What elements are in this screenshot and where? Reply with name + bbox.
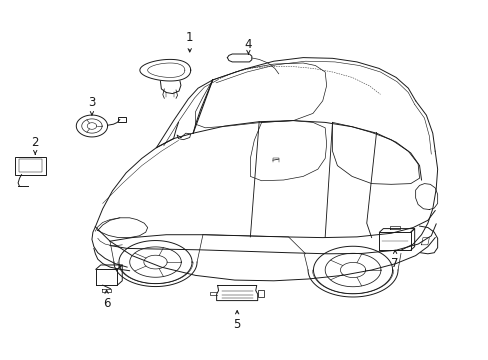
Bar [19,159,42,172]
Text: 4: 4 [244,39,252,51]
Text: 7: 7 [390,257,398,270]
Text: 2: 2 [31,136,39,149]
Bar [15,157,46,175]
Text: 5: 5 [233,318,241,331]
Text: 3: 3 [88,96,96,109]
Bar [257,290,263,297]
Text: 6: 6 [102,297,110,310]
Bar [118,117,125,122]
Text: 1: 1 [185,31,193,44]
